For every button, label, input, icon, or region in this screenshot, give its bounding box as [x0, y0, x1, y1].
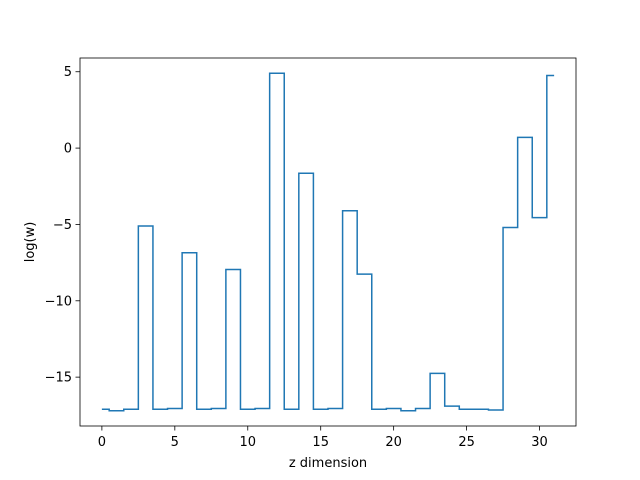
y-axis-ticks: 5 0 −5 −10 −15 — [45, 65, 80, 386]
x-tick-label: 20 — [385, 435, 402, 450]
x-tick-label: 30 — [531, 435, 548, 450]
plot-area — [101, 72, 555, 412]
y-tick-label: −10 — [45, 294, 72, 309]
x-tick-label: 0 — [98, 435, 106, 450]
y-tick-label: −15 — [45, 371, 72, 386]
x-tick-label: 10 — [239, 435, 256, 450]
y-tick-label: −5 — [53, 218, 72, 233]
y-axis-label: log(w) — [23, 222, 38, 263]
x-tick-label: 15 — [312, 435, 329, 450]
series-step-line — [101, 72, 555, 412]
x-tick-label: 25 — [458, 435, 475, 450]
x-axis-ticks: 0 5 10 15 20 25 30 — [98, 426, 548, 450]
y-tick-label: 0 — [64, 142, 72, 157]
y-tick-label: 5 — [64, 65, 72, 80]
x-axis-label: z dimension — [289, 456, 367, 471]
axes-frame — [79, 57, 577, 427]
x-tick-label: 5 — [171, 435, 179, 450]
